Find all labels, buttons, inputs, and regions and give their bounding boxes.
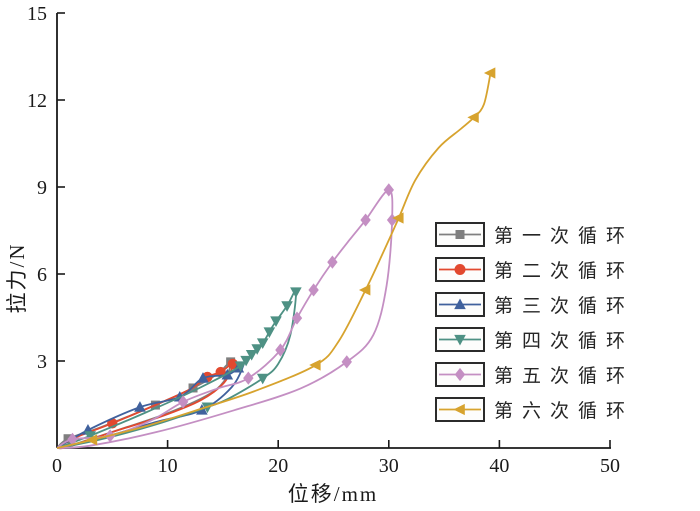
legend-key-4 [435,327,485,352]
series-6-triangle-left-marker-icon [483,67,496,79]
y-tick-label: 12 [27,90,47,112]
legend-triangle-up-marker-icon [439,298,481,310]
series-4-triangle-down-marker-icon [240,355,252,367]
series-6-triangle-left-marker-icon [85,434,98,446]
y-tick-label: 15 [27,3,47,25]
series-6-triangle-left-marker-icon [467,111,479,123]
legend-circle-marker-icon [439,264,481,275]
series-6-triangle-left-marker-icon [358,284,371,296]
series-4-triangle-down-marker-icon [290,287,302,298]
series-6-triangle-left-marker-icon [309,359,321,371]
x-tick-label: 30 [379,455,399,477]
series-4-triangle-down-marker-icon [234,361,247,372]
legend-triangle-down-marker-icon [439,334,481,346]
series-3-triangle-up-marker-icon [197,372,209,383]
series-line-3 [56,362,246,449]
legend-entry-4: 第四次循环 [435,322,634,357]
x-tick-label: 40 [489,455,509,477]
legend-key-3 [435,292,485,317]
legend-entry-3: 第三次循环 [435,287,634,322]
x-tick-label: 20 [268,455,288,477]
legend-key-6 [435,397,485,422]
series-5-diamond-marker-icon [360,213,371,227]
legend-label-2: 第二次循环 [494,261,635,282]
legend-key-2 [435,257,485,282]
x-tick-label: 50 [600,455,620,477]
legend-key-5 [435,362,485,387]
series-5-diamond-marker-icon [386,213,398,227]
legend-entry-2: 第二次循环 [435,252,634,287]
legend-label-5: 第五次循环 [494,366,635,387]
y-tick-label: 6 [37,264,47,286]
series-4-triangle-down-marker-icon [84,431,96,442]
legend-label-3: 第三次循环 [494,296,635,317]
y-tick-label: 9 [37,177,47,199]
series-5-diamond-marker-icon [327,255,338,269]
legend: 第一次循环第二次循环第三次循环第四次循环第五次循环第六次循环 [435,217,634,427]
series-5-diamond-marker-icon [243,371,254,385]
series-6-triangle-left-marker-icon [392,212,404,224]
y-tick-label: 3 [37,351,47,373]
legend-triangle-left-marker-icon [439,403,481,416]
series-4-triangle-down-marker-icon [263,327,276,338]
series-4-triangle-down-marker-icon [256,338,269,350]
series-4-triangle-down-marker-icon [256,373,269,385]
series-3-triangle-up-marker-icon [134,401,146,412]
x-tick-label: 0 [52,455,62,477]
series-4-triangle-down-marker-icon [245,350,258,361]
series-2-circle-marker-icon [227,358,239,370]
legend-square-marker-icon [439,230,481,239]
series-4-triangle-down-marker-icon [281,301,293,312]
series-line-6 [56,72,492,449]
legend-diamond-marker-icon [439,367,481,382]
legend-entry-6: 第六次循环 [435,392,634,427]
legend-label-4: 第四次循环 [494,331,635,352]
series-5-diamond-marker-icon [291,311,303,325]
series-4-triangle-down-marker-icon [270,316,282,327]
series-5-diamond-marker-icon [341,355,352,369]
legend-label-1: 第一次循环 [494,226,635,247]
legend-entry-1: 第一次循环 [435,217,634,252]
series-5-diamond-marker-icon [308,283,319,297]
series-5-diamond-marker-icon [275,343,286,357]
y-axis-title: 拉力/N [5,242,29,314]
legend-label-6: 第六次循环 [494,401,635,422]
legend-key-1 [435,222,485,247]
series-5-diamond-marker-icon [67,432,78,446]
legend-entry-5: 第五次循环 [435,357,634,392]
series-5-diamond-marker-icon [177,395,189,409]
series-5-diamond-marker-icon [383,183,394,197]
series-4-triangle-down-marker-icon [251,344,263,355]
series-line-5 [56,189,394,449]
x-tick-label: 10 [158,455,178,477]
x-axis-title: 位移/mm [287,482,379,506]
